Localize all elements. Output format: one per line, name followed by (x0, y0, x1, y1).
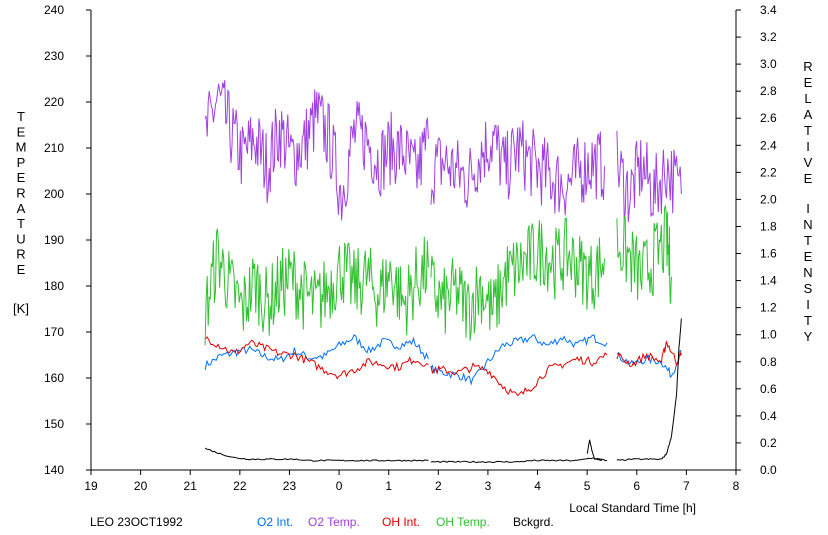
y-left-tick-label: 230 (44, 49, 64, 63)
y-left-label-letter: P (17, 155, 26, 170)
y-right-label-letter: R (803, 59, 812, 74)
x-tick-label: 4 (534, 479, 541, 493)
y-right-label-letter: I (806, 139, 810, 154)
y-left-tick-label: 210 (44, 141, 64, 155)
y-left-label-unit: [K] (13, 301, 29, 316)
y-left-label-letter: T (17, 216, 25, 231)
y-right-tick-label: 0.0 (760, 463, 777, 477)
x-tick-label: 7 (683, 479, 690, 493)
y-right-label-letter: L (804, 91, 811, 106)
y-right-tick-label: 2.6 (760, 111, 777, 125)
y-left-tick-label: 190 (44, 233, 64, 247)
y-right-tick-label: 3.0 (760, 57, 777, 71)
y-left-label-letter: T (17, 109, 25, 124)
y-right-label-letter: I (806, 201, 810, 216)
y-right-label-letter: V (804, 155, 813, 170)
y-right-tick-label: 3.4 (760, 3, 777, 17)
x-tick-label: 2 (435, 479, 442, 493)
y-left-label-letter: E (17, 262, 26, 277)
series-line-oh-int (204, 336, 429, 380)
x-tick-label: 3 (485, 479, 492, 493)
y-left-label-letter: U (16, 231, 25, 246)
legend: LEO 23OCT1992 O2 Int. O2 Temp. OH Int. OH Te… (90, 515, 554, 529)
legend-entry-o2-temp: O2 Temp. (308, 515, 360, 529)
x-tick-label: 23 (283, 479, 297, 493)
y-right-label-letter: T (804, 123, 812, 138)
legend-entry-oh-int: OH Int. (382, 515, 420, 529)
y-left-tick-label: 160 (44, 371, 64, 385)
y-left-tick-label: 150 (44, 417, 64, 431)
y-right-label-letter: E (804, 249, 813, 264)
y-right-tick-label: 0.2 (760, 436, 777, 450)
y-right-tick-label: 1.0 (760, 328, 777, 342)
y-right-tick-label: 1.6 (760, 247, 777, 261)
y-right-label-letter: N (803, 217, 812, 232)
y-left-label-letter: E (17, 124, 26, 139)
y-right-tick-label: 2.0 (760, 192, 777, 206)
y-right-label-letter: E (804, 75, 813, 90)
y-left-label-letter: A (17, 201, 26, 216)
y-right-tick-label: 1.8 (760, 219, 777, 233)
y-right-label-letter: T (804, 313, 812, 328)
x-tick-label: 8 (733, 479, 740, 493)
y-right-tick-label: 2.2 (760, 165, 777, 179)
legend-entry-oh-temp: OH Temp. (436, 515, 490, 529)
series-line-oh-int (616, 341, 682, 368)
series-line-oh-temp (430, 217, 605, 341)
y-left-label-letter: M (16, 140, 27, 155)
x-tick-label: 22 (233, 479, 247, 493)
plot-area (204, 80, 682, 464)
x-tick-label: 20 (134, 479, 148, 493)
y-right-label-letter: Y (804, 329, 813, 344)
series-line-o2-int (616, 349, 682, 379)
x-axis-title: Local Standard Time [h] (569, 501, 696, 515)
y-right-label-letter: T (804, 233, 812, 248)
y-right-tick-label: 0.4 (760, 409, 777, 423)
legend-entry-bckgrd: Bckgrd. (513, 515, 554, 529)
y-right-tick-label: 0.8 (760, 355, 777, 369)
y-right-label-letter: S (804, 281, 813, 296)
series-line-bckgrd (586, 439, 603, 461)
series-line-bckgrd (616, 318, 682, 461)
y-left-label-letter: R (16, 247, 25, 262)
x-tick-label: 5 (584, 479, 591, 493)
series-line-bckgrd (430, 457, 608, 464)
y-left-tick-label: 180 (44, 279, 64, 293)
axes: 19 20 21 22 23 0 1 2 3 4 5 6 7 8140150160170180190200… (44, 3, 777, 515)
y-left-label-letter: R (16, 186, 25, 201)
x-tick-label: 21 (184, 479, 198, 493)
y-right-tick-label: 0.6 (760, 382, 777, 396)
y-right-label-letter: A (804, 107, 813, 122)
series-line-bckgrd (204, 447, 429, 462)
y-left-tick-label: 200 (44, 187, 64, 201)
series-line-o2-temp (430, 120, 605, 216)
y-left-tick-label: 170 (44, 325, 64, 339)
y-right-tick-label: 2.4 (760, 138, 777, 152)
y-left-tick-label: 240 (44, 3, 64, 17)
y-left-tick-label: 220 (44, 95, 64, 109)
series-line-o2-int (430, 334, 608, 386)
y-right-tick-label: 1.2 (760, 301, 777, 315)
y-right-label-letter: I (806, 297, 810, 312)
series-line-oh-temp (616, 204, 672, 305)
y-right-tick-label: 2.8 (760, 84, 777, 98)
y-right-tick-label: 3.2 (760, 30, 777, 44)
series-line-o2-temp (616, 130, 682, 223)
series-line-oh-temp (204, 228, 429, 346)
legend-entry-o2-int: O2 Int. (257, 515, 293, 529)
y-right-label-letter: N (803, 265, 812, 280)
x-tick-label: 19 (84, 479, 98, 493)
y-left-label-letter: E (17, 170, 26, 185)
y-right-label-letter: E (804, 171, 813, 186)
x-tick-label: 6 (633, 479, 640, 493)
x-tick-label: 1 (385, 479, 392, 493)
series-line-o2-temp (204, 80, 429, 221)
y-left-tick-label: 140 (44, 463, 64, 477)
chart-caption: LEO 23OCT1992 (90, 515, 183, 529)
y-right-tick-label: 1.4 (760, 274, 777, 288)
series-line-oh-int (430, 352, 608, 397)
x-tick-label: 0 (336, 479, 343, 493)
